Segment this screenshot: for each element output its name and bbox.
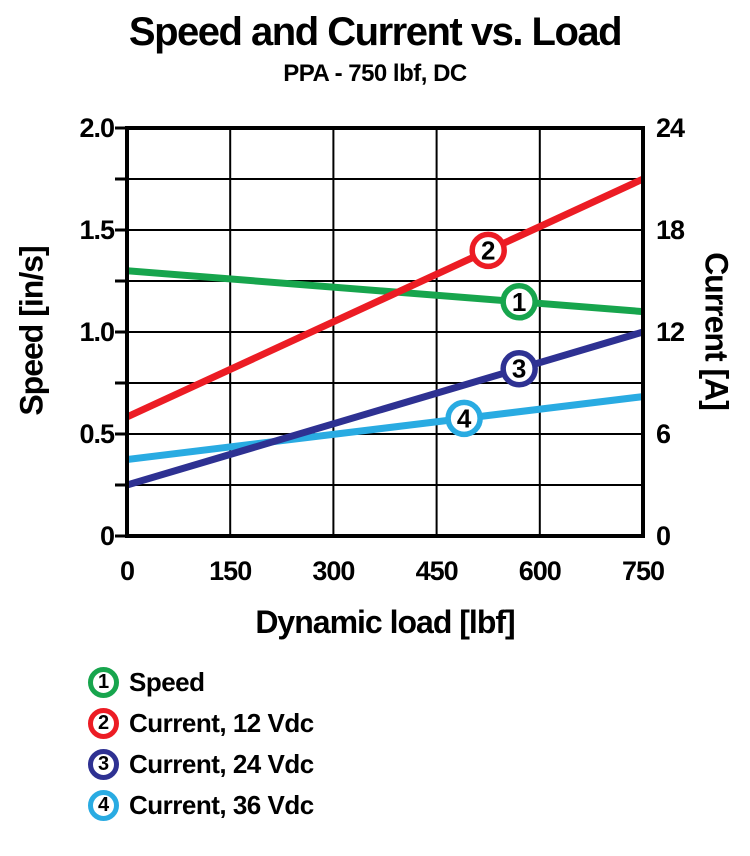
x-tick-label: 300 bbox=[312, 556, 354, 586]
left-tick-label: 0 bbox=[100, 521, 114, 551]
series-line-3 bbox=[126, 328, 644, 489]
legend-marker-1-icon: 1 bbox=[88, 667, 119, 698]
curve-marker-4-icon bbox=[445, 399, 483, 438]
x-axis-title: Dynamic load [lbf] bbox=[255, 604, 515, 640]
left-tick-label: 2.0 bbox=[79, 113, 114, 143]
legend-item-current-36vdc: 4 Current, 36 Vdc bbox=[88, 790, 314, 821]
legend-marker-4-icon: 4 bbox=[88, 790, 119, 821]
series-line-4 bbox=[126, 393, 644, 463]
right-axis-title: Current [A] bbox=[698, 252, 735, 410]
legend-item-speed: 1 Speed bbox=[88, 667, 314, 698]
right-tick-label: 6 bbox=[656, 419, 671, 449]
left-tick-label: 0.5 bbox=[79, 419, 115, 449]
series-line-2 bbox=[125, 175, 645, 421]
chart-title: Speed and Current vs. Load bbox=[128, 10, 623, 54]
x-tick-label: 600 bbox=[519, 556, 561, 586]
chart-legend: 1 Speed 2 Current, 12 Vdc 3 Current, 24 … bbox=[88, 667, 314, 831]
curve-marker-3-icon bbox=[500, 349, 538, 388]
legend-marker-2-icon: 2 bbox=[88, 708, 119, 739]
legend-item-current-12vdc: 2 Current, 12 Vdc bbox=[88, 708, 314, 739]
legend-label-current-36vdc: Current, 36 Vdc bbox=[129, 790, 314, 820]
curve-marker-1-icon bbox=[500, 283, 538, 321]
right-tick-label: 12 bbox=[656, 317, 684, 347]
left-axis-title: Speed [in/s] bbox=[13, 246, 50, 416]
legend-label-current-12vdc: Current, 12 Vdc bbox=[129, 708, 314, 738]
curve-marker-number: 2 bbox=[481, 235, 495, 265]
chart-subtitle: PPA - 750 lbf, DC bbox=[283, 60, 467, 87]
left-tick-label: 1.0 bbox=[79, 317, 114, 347]
curve-marker-number: 3 bbox=[512, 354, 526, 384]
legend-label-speed: Speed bbox=[129, 667, 205, 697]
legend-marker-3-icon: 3 bbox=[88, 749, 119, 780]
x-tick-label: 0 bbox=[120, 556, 134, 586]
legend-label-current-24vdc: Current, 24 Vdc bbox=[129, 749, 314, 779]
right-tick-label: 18 bbox=[656, 215, 685, 245]
x-tick-label: 450 bbox=[416, 556, 458, 586]
right-tick-label: 0 bbox=[656, 521, 670, 551]
x-tick-label: 750 bbox=[622, 556, 664, 586]
curve-marker-2-icon bbox=[469, 231, 507, 270]
curve-marker-number: 4 bbox=[457, 403, 472, 433]
plot-frame bbox=[125, 126, 645, 538]
right-tick-label: 24 bbox=[656, 113, 685, 143]
curve-marker-number: 1 bbox=[512, 287, 526, 317]
legend-item-current-24vdc: 3 Current, 24 Vdc bbox=[88, 749, 314, 780]
x-tick-label: 150 bbox=[209, 556, 251, 586]
left-tick-label: 1.5 bbox=[79, 215, 115, 245]
series-line-1 bbox=[126, 267, 644, 316]
